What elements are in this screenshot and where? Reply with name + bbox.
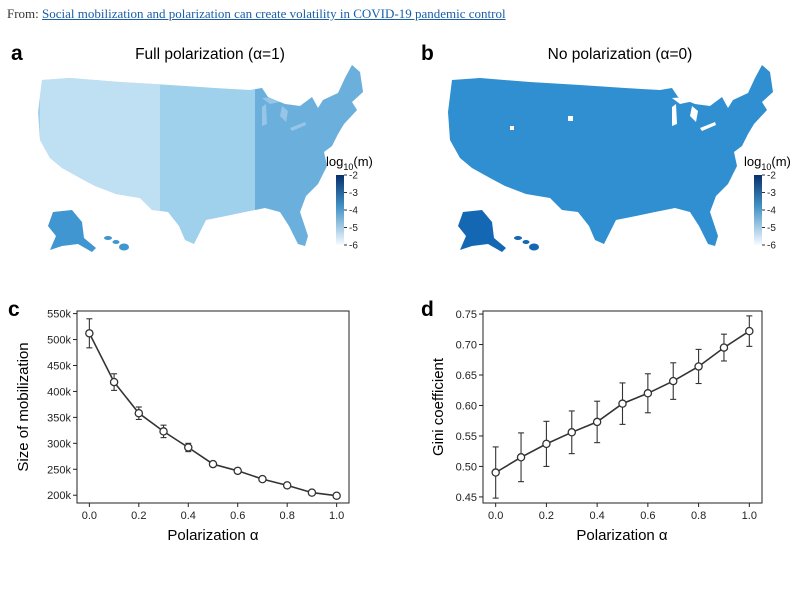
x-tick-label: 0.0: [82, 510, 97, 522]
colorbar-tick-label: -2: [349, 171, 358, 182]
map-b-alaska: [458, 210, 506, 252]
x-tick-label: 0.8: [691, 510, 706, 522]
colorbar-tick-label: -4: [349, 206, 358, 217]
colorbar-b-gradient: [754, 175, 762, 245]
colorbar-a-gradient: [336, 175, 344, 245]
colorbar-tick-label: -3: [767, 188, 776, 199]
y-tick-label: 0.50: [456, 461, 477, 473]
data-point: [332, 491, 341, 500]
data-point: [184, 443, 193, 452]
y-tick-label: 250k: [47, 464, 71, 476]
panel-letter-d: d: [421, 298, 434, 321]
panel-c-chart: c 0.0 0.2 0.4 0.6 0.8 1.0 200k 250k 300k 350k 400k…: [8, 298, 350, 544]
data-point: [668, 376, 678, 386]
data-point: [85, 329, 94, 338]
colorbar-tick-label: -2: [767, 171, 776, 182]
colorbar-tick-label: -5: [767, 223, 776, 234]
series-line: [88, 332, 337, 497]
data-point: [592, 417, 602, 427]
source-prefix: From:: [7, 6, 39, 21]
data-point: [258, 474, 267, 484]
colorbar-tick-label: -6: [767, 241, 776, 252]
plot-c-frame: [76, 310, 350, 504]
colorbar-b-label: log10(m): [744, 154, 791, 172]
chart-d-ylabel: Gini coefficient: [430, 357, 447, 456]
colorbar-tick-label: -3: [349, 188, 358, 199]
data-point: [159, 427, 168, 436]
map-b-shape: [448, 65, 773, 252]
map-b-mainland: [448, 65, 773, 246]
x-tick-label: 0.8: [280, 510, 295, 522]
source-article-link[interactable]: Social mobilization and polarization can…: [42, 6, 506, 21]
y-tick-label: 0.45: [456, 492, 477, 504]
x-tick-label: 0.0: [488, 510, 503, 522]
map-b-title: No polarization (α=0): [548, 46, 693, 63]
data-point: [694, 362, 703, 371]
colorbar-tick-label: -6: [349, 241, 358, 252]
data-point: [643, 389, 653, 398]
data-point: [109, 377, 119, 387]
x-tick-label: 0.2: [131, 510, 146, 522]
colorbar-tick-label: -5: [349, 223, 358, 234]
map-a-title: Full polarization (α=1): [135, 46, 285, 63]
y-tick-label: 0.70: [456, 340, 477, 352]
chart-c-ylabel: Size of mobilization: [15, 342, 32, 471]
y-tick-label: 400k: [47, 386, 71, 398]
panel-letter-b: b: [421, 42, 434, 65]
data-point: [491, 468, 500, 477]
y-tick-label: 300k: [47, 438, 71, 450]
data-point: [233, 466, 242, 476]
x-tick-label: 1.0: [329, 510, 344, 522]
map-a-shape: [38, 65, 363, 252]
data-point: [307, 488, 317, 497]
x-tick-label: 0.6: [640, 510, 655, 522]
data-point: [516, 453, 526, 462]
data-point: [282, 481, 292, 490]
map-a-hawaii: [104, 236, 129, 251]
x-tick-label: 0.6: [230, 510, 245, 522]
colorbar-b: log10(m) -2 -3 -4 -5 -6: [744, 154, 791, 252]
data-point: [745, 326, 754, 336]
data-point: [542, 439, 551, 449]
x-tick-label: 0.4: [181, 510, 196, 522]
plot-d-frame: [482, 310, 763, 504]
data-point: [208, 459, 218, 469]
source-line: From: Social mobilization and polarizati…: [7, 6, 506, 22]
data-point: [719, 343, 729, 352]
panel-letter-a: a: [11, 42, 23, 65]
data-point: [134, 408, 144, 418]
x-tick-label: 1.0: [742, 510, 757, 522]
colorbar-a-label: log10(m): [326, 154, 373, 172]
panel-letter-c: c: [8, 298, 20, 321]
panel-b-map: b No polarization (α=0) log10(m) -2 -3 -4: [421, 42, 791, 252]
y-tick-label: 450k: [47, 360, 71, 372]
map-b-lakes: [510, 97, 716, 131]
x-tick-label: 0.4: [589, 510, 604, 522]
map-a-alaska: [48, 210, 96, 252]
y-tick-label: 0.60: [456, 400, 477, 412]
y-tick-label: 0.55: [456, 431, 477, 443]
x-tick-label: 0.2: [539, 510, 554, 522]
chart-d-xlabel: Polarization α: [576, 527, 668, 544]
panel-a-map: a Full polarization (α=1) log10(m) -2 -3 -…: [11, 42, 373, 252]
y-tick-label: 500k: [47, 335, 71, 347]
y-tick-label: 0.65: [456, 370, 477, 382]
colorbar-tick-label: -4: [767, 206, 776, 217]
chart-c-xlabel: Polarization α: [167, 527, 259, 544]
y-tick-label: 550k: [47, 309, 71, 321]
data-point: [567, 428, 577, 437]
y-tick-label: 350k: [47, 412, 71, 424]
y-tick-label: 0.75: [456, 309, 477, 321]
panel-d-chart: d 0.0 0.2 0.4 0.6 0.8 1.0 0.45 0.50 0.55 0.60 0.65…: [421, 298, 763, 544]
data-point: [618, 399, 627, 408]
map-b-hawaii: [514, 236, 539, 251]
colorbar-a: log10(m) -2 -3 -4 -5 -6: [326, 154, 373, 252]
y-tick-label: 200k: [47, 490, 71, 502]
